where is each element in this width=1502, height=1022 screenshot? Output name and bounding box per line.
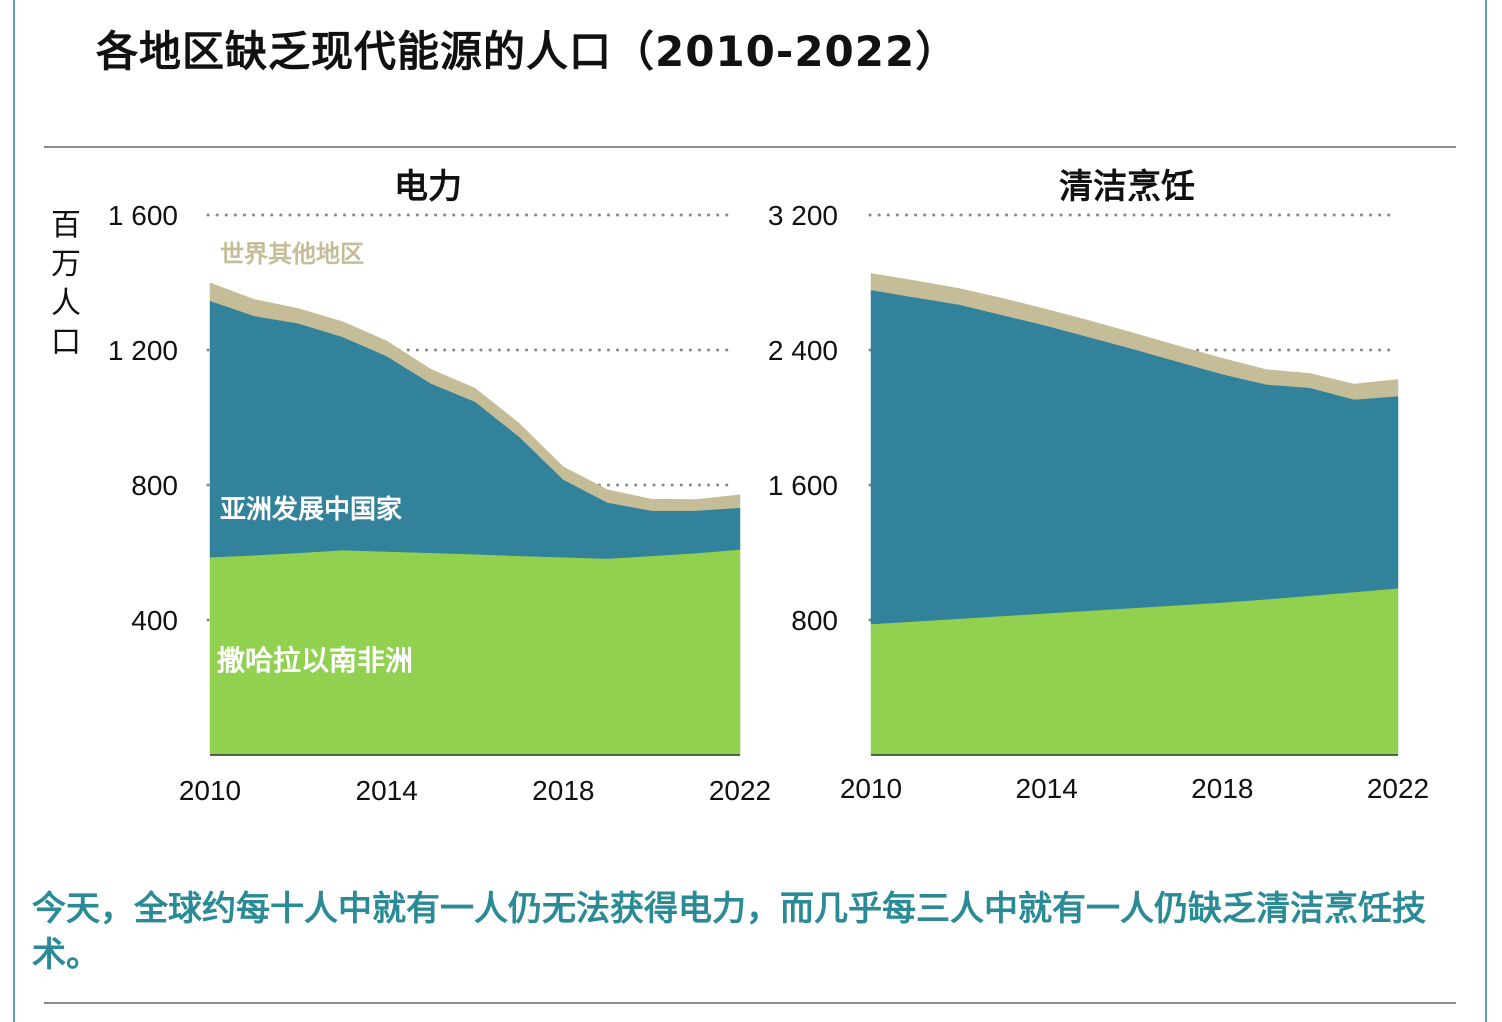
electricity-x-tick-label: 2018 xyxy=(532,775,594,806)
page-title: 各地区缺乏现代能源的人口（2010-2022） xyxy=(96,27,959,76)
top-divider xyxy=(44,146,1456,148)
electricity-y-tick-label: 1 200 xyxy=(108,335,178,366)
electricity-y-tick-label: 800 xyxy=(131,470,178,501)
electricity-x-tick-label: 2022 xyxy=(709,775,771,806)
electricity-series-label: 亚洲发展中国家 xyxy=(220,494,402,525)
electricity-y-tick-label: 1 600 xyxy=(108,200,178,231)
y-axis-unit-text: 百万人口 xyxy=(46,206,86,362)
bottom-divider xyxy=(44,1002,1456,1004)
y-axis-unit-label: 百万人口 xyxy=(46,206,86,362)
electricity-area-rest-of-world xyxy=(209,282,741,511)
electricity-chart-title: 电力 xyxy=(394,167,462,207)
y-axis-unit-char: 人 xyxy=(51,286,81,321)
page-frame-right-border xyxy=(1485,0,1487,1022)
electricity-x-tick-label: 2014 xyxy=(356,775,418,806)
clean-cooking-x-tick-label: 2022 xyxy=(1367,773,1429,804)
electricity-x-tick-label: 2010 xyxy=(179,775,241,806)
electricity-series-label: 世界其他地区 xyxy=(220,240,364,268)
clean-cooking-x-tick-label: 2018 xyxy=(1191,773,1253,804)
summary-caption: 今天，全球约每十人中就有一人仍无法获得电力，而几乎每三人中就有一人仍缺乏清洁烹饪… xyxy=(32,889,1426,975)
clean-cooking-x-tick-label: 2014 xyxy=(1016,773,1078,804)
electricity-y-tick-label: 400 xyxy=(131,605,178,636)
clean-cooking-x-tick-label: 2010 xyxy=(840,773,902,804)
clean-cooking-y-tick-label: 800 xyxy=(791,605,838,636)
clean-cooking-chart-title: 清洁烹饪 xyxy=(1059,167,1195,207)
clean-cooking-y-tick-label: 2 400 xyxy=(768,335,838,366)
page-frame-left-border xyxy=(13,0,15,1022)
clean-cooking-area-rest-of-world xyxy=(870,273,1399,400)
y-axis-unit-char: 万 xyxy=(51,247,81,282)
clean-cooking-y-tick-label: 3 200 xyxy=(768,200,838,231)
clean-cooking-y-tick-label: 1 600 xyxy=(768,470,838,501)
y-axis-unit-char: 百 xyxy=(51,208,81,243)
y-axis-unit-char: 口 xyxy=(51,325,81,360)
electricity-series-label: 撒哈拉以南非洲 xyxy=(217,644,413,677)
